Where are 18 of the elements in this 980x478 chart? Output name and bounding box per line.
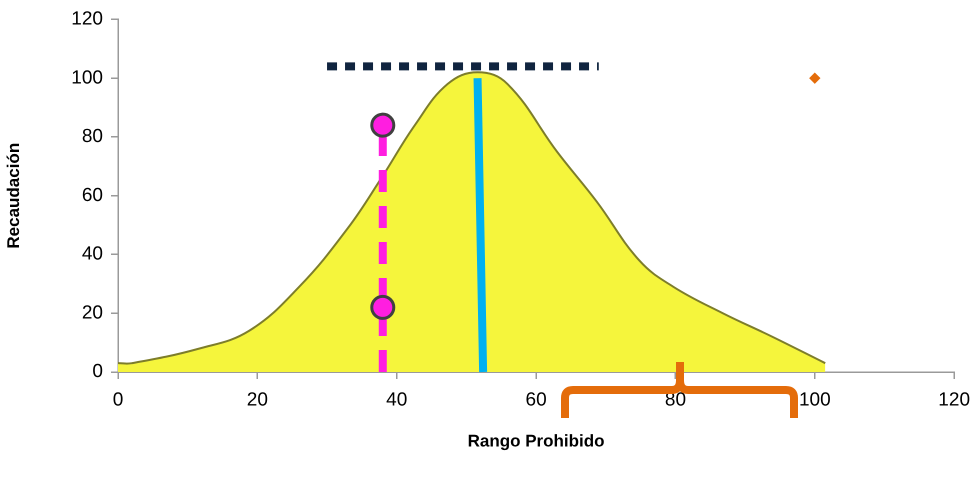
point: [809, 72, 820, 84]
y-tick-label: 20: [82, 302, 103, 324]
x-tick-label: 120: [938, 390, 970, 411]
x-axis-title: Rango Prohibido: [468, 431, 605, 450]
y-tick-label: 0: [92, 361, 103, 382]
y-tick-label: 120: [71, 8, 103, 30]
point: [370, 112, 396, 138]
y-tick-label: 60: [82, 184, 103, 206]
y-tick-label: 80: [82, 126, 103, 148]
y-axis-title: Recaudación: [4, 142, 23, 249]
x-tick-label: 100: [798, 390, 831, 411]
x-tick-label: 60: [526, 390, 547, 411]
y-tick-label: 40: [82, 244, 103, 265]
y-tick-label: 100: [71, 67, 103, 88]
x-tick-label: 0: [112, 390, 124, 411]
point: [370, 294, 396, 320]
x-tick-label: 40: [386, 390, 408, 411]
x-tick-label: 20: [246, 390, 268, 411]
